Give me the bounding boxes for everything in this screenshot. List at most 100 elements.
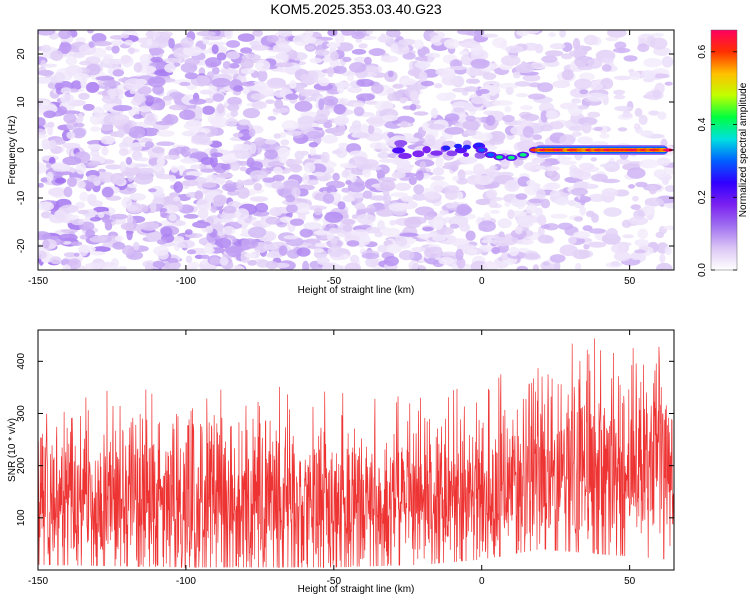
spectrogram-cell [38, 201, 54, 211]
spectrogram-cell [327, 30, 338, 37]
spectrogram-cell [352, 102, 365, 108]
spectrogram-cell [398, 250, 415, 261]
spectrogram-cell [126, 229, 133, 241]
spectrogram-cell [369, 142, 387, 150]
spectrogram-cell [156, 130, 175, 137]
spectrogram-cell [200, 168, 215, 173]
spectrogram-cell [363, 65, 378, 71]
spectrogram-cell [419, 161, 427, 170]
spectrogram-cell [185, 255, 193, 264]
spectrogram-cell [578, 162, 595, 170]
spectrogram-cell [586, 92, 607, 102]
spectrogram-cell [204, 35, 223, 41]
spectrogram-cell [292, 34, 312, 46]
spectrogram-cell [63, 252, 77, 258]
spectrogram-cell [204, 57, 222, 68]
spectrogram-cell [191, 134, 211, 144]
spectrogram-cell [486, 189, 498, 199]
spectrogram-cell [265, 252, 284, 259]
spectrogram-cell [303, 162, 316, 174]
spectrogram-cell [115, 235, 124, 242]
signal-onset-blob [392, 147, 405, 154]
spectrogram-cell [356, 163, 372, 170]
spectrogram-cell [483, 110, 496, 116]
spectrogram-cell [66, 131, 76, 140]
spectrogram-cell [286, 49, 298, 60]
spectrogram-cell [492, 100, 513, 106]
spectrogram-cell [412, 193, 427, 201]
spectrogram-cell [607, 30, 627, 38]
spectrogram-cell [180, 157, 199, 164]
snr-xtick-label: -100 [176, 576, 196, 587]
signal-onset-blob [430, 150, 443, 156]
spectrogram-cell [634, 249, 646, 254]
spectrogram-cell [536, 188, 546, 200]
spectrogram-cell [241, 68, 255, 75]
spectrogram-cell [445, 202, 458, 209]
spectrogram-cell [561, 42, 573, 52]
spectrogram-cell [356, 93, 375, 101]
spectrogram-cell [215, 173, 234, 179]
spectrogram-cell [644, 197, 664, 207]
spectrogram-cell [550, 213, 568, 219]
signal-dip-peak [495, 155, 503, 159]
spectrogram-cell [623, 55, 638, 62]
spectrogram-cell [321, 134, 338, 144]
spectrogram-cell [617, 127, 628, 132]
spectrogram-cell [54, 209, 67, 221]
spectrogram-cell [463, 86, 479, 92]
spectrogram-cell [379, 179, 396, 192]
spectrogram-cell [240, 47, 253, 54]
spectrogram-cell [136, 167, 156, 175]
spectrogram-cell [251, 101, 267, 110]
spectrogram-cell [378, 158, 397, 163]
spectrogram-cell [462, 119, 480, 131]
spectrogram-cell [601, 187, 619, 197]
spectrogram-cell [133, 174, 154, 185]
spectrogram-cell [575, 262, 582, 270]
spectrogram-cell [356, 78, 375, 87]
spectrogram-cell [377, 152, 391, 159]
spectrogram-cell [652, 89, 661, 99]
spectrogram-cell [38, 30, 56, 36]
signal-onset-blob [454, 147, 468, 154]
spectrogram-cell [209, 257, 221, 265]
snr-ytick-label: 100 [16, 509, 27, 526]
spectrogram-cell [249, 170, 268, 180]
spectrogram-cell [61, 229, 78, 234]
spectrogram-cell [200, 157, 214, 165]
spectrogram-cell [207, 41, 227, 46]
spectrogram-cell [272, 166, 283, 175]
spectrogram-cell [504, 179, 520, 192]
spectrogram-cell [489, 209, 500, 214]
spectrogram-cell [237, 33, 255, 42]
spectrogram-cell [111, 58, 124, 65]
spectrogram-cell [241, 238, 259, 249]
spectrogram-cell [286, 203, 298, 214]
spectrogram-cell [139, 42, 159, 49]
spectrogram-cell [593, 126, 603, 131]
spectrogram-cell [353, 106, 365, 117]
spectrogram-cell [120, 54, 131, 64]
spectrogram-cell [338, 142, 349, 148]
spectrogram-cell [601, 64, 612, 72]
spectrogram-cell [341, 187, 351, 193]
spectrogram-cell [38, 231, 51, 241]
spectrogram-cell [89, 217, 101, 222]
spectrogram-cell [653, 169, 667, 179]
spectrogram-cell [42, 239, 50, 249]
spectrogram-cell [152, 260, 165, 268]
spectrogram-cell [313, 83, 333, 91]
spectrogram-cell [202, 105, 215, 116]
spectrogram-x-axis: -150 -100 -50 0 50 [28, 30, 636, 287]
spectrogram-cell [257, 69, 268, 82]
snr-xtick-label: 50 [624, 576, 636, 587]
spectrogram-cell [347, 182, 366, 193]
snr-series-line [38, 338, 674, 568]
spectrogram-cell [271, 181, 285, 190]
spectrogram-xtick-label: -150 [28, 276, 48, 287]
spectrogram-cell [253, 183, 263, 191]
spectrogram-cell [559, 134, 576, 146]
